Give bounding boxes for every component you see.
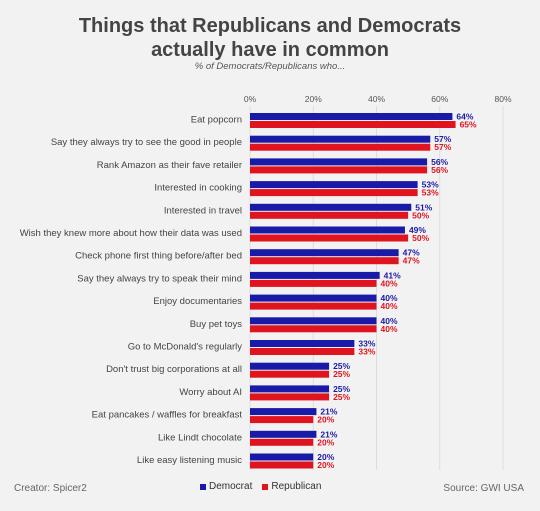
bar-republican bbox=[250, 302, 377, 310]
data-label-republican: 33% bbox=[358, 347, 375, 357]
category-label: Interested in cooking bbox=[154, 183, 242, 194]
legend-swatch-democrat bbox=[200, 483, 206, 490]
bar-republican bbox=[250, 234, 409, 242]
data-label-democrat: 25% bbox=[333, 384, 350, 394]
category-label: Interested in travel bbox=[164, 205, 242, 216]
bar-democrat bbox=[250, 181, 418, 189]
creator-credit: Creator: Spicer2 bbox=[14, 483, 87, 494]
data-label-democrat: 40% bbox=[381, 293, 398, 303]
category-label: Check phone first thing before/after bed bbox=[75, 251, 242, 262]
bar-republican bbox=[250, 279, 377, 287]
bar-republican bbox=[250, 461, 314, 469]
bar-democrat bbox=[250, 430, 317, 438]
data-label-republican: 47% bbox=[403, 256, 420, 266]
bar-democrat bbox=[250, 453, 314, 461]
bar-democrat bbox=[250, 226, 405, 234]
bar-democrat bbox=[250, 340, 355, 347]
x-tick-label: 60% bbox=[431, 94, 448, 104]
bar-democrat bbox=[250, 249, 399, 257]
category-label: Rank Amazon as their fave retailer bbox=[97, 160, 242, 171]
bar-democrat bbox=[250, 385, 330, 393]
category-label: Eat popcorn bbox=[191, 115, 242, 126]
bar-democrat bbox=[250, 271, 380, 279]
bar-democrat bbox=[250, 317, 377, 325]
x-tick-label: 80% bbox=[494, 94, 511, 104]
data-label-democrat: 51% bbox=[415, 202, 432, 212]
data-label-democrat: 20% bbox=[317, 452, 334, 462]
category-label: Like easy listening music bbox=[137, 455, 242, 466]
legend-label-democrat: Democrat bbox=[209, 481, 253, 492]
bar-democrat bbox=[250, 362, 330, 370]
data-label-republican: 40% bbox=[381, 278, 398, 288]
x-tick-label: 20% bbox=[305, 94, 322, 104]
x-tick-label: 40% bbox=[368, 94, 385, 104]
bar-democrat bbox=[250, 135, 431, 143]
data-label-republican: 53% bbox=[422, 188, 439, 198]
category-label: Worry about AI bbox=[179, 387, 242, 398]
data-label-democrat: 25% bbox=[333, 361, 350, 371]
legend: Democrat Republican bbox=[200, 481, 321, 492]
category-label: Enjoy documentaries bbox=[153, 296, 242, 307]
chart-subtitle: % of Democrats/Republicans who... bbox=[194, 61, 346, 72]
source-credit: Source: GWI USA bbox=[443, 483, 524, 494]
legend-swatch-republican bbox=[262, 483, 269, 490]
bar-republican bbox=[250, 166, 428, 174]
data-label-republican: 65% bbox=[460, 120, 477, 130]
data-label-republican: 25% bbox=[333, 369, 350, 379]
data-label-republican: 25% bbox=[333, 392, 350, 402]
data-label-republican: 57% bbox=[434, 142, 451, 152]
category-label: Don't trust big corporations at all bbox=[106, 364, 242, 375]
category-label: Go to McDonald's regularly bbox=[128, 342, 243, 353]
bar-republican bbox=[250, 325, 377, 333]
bar-republican bbox=[250, 189, 418, 197]
legend-label-republican: Republican bbox=[271, 481, 322, 492]
bar-democrat bbox=[250, 294, 377, 302]
chart-title-text: Things that Republicans and Democrats ac… bbox=[78, 15, 462, 61]
data-label-republican: 20% bbox=[317, 437, 334, 447]
data-label-democrat: 53% bbox=[422, 180, 439, 190]
bar-democrat bbox=[250, 203, 412, 211]
bar-republican bbox=[250, 370, 330, 378]
bar-democrat bbox=[250, 113, 453, 120]
bar-democrat bbox=[250, 408, 317, 416]
data-label-republican: 20% bbox=[317, 460, 334, 470]
bar-republican bbox=[250, 393, 330, 401]
category-label: Buy pet toys bbox=[190, 319, 243, 330]
bar-republican bbox=[250, 121, 456, 128]
legend-item-republican: Republican bbox=[262, 481, 321, 492]
bar-republican bbox=[250, 416, 314, 424]
bar-republican bbox=[250, 143, 431, 151]
category-label: Wish they knew more about how their data… bbox=[20, 228, 242, 239]
category-label: Eat pancakes / waffles for breakfast bbox=[92, 410, 243, 421]
data-label-democrat: 57% bbox=[434, 134, 451, 144]
data-label-republican: 50% bbox=[412, 233, 429, 243]
data-label-democrat: 40% bbox=[381, 316, 398, 326]
bar-republican bbox=[250, 257, 399, 265]
category-label: Like Lindt chocolate bbox=[158, 432, 242, 443]
data-label-democrat: 21% bbox=[320, 429, 337, 439]
data-label-democrat: 49% bbox=[409, 225, 426, 235]
data-label-democrat: 47% bbox=[403, 248, 420, 258]
chart-title: Things that Republicans and Democrats ac… bbox=[0, 14, 540, 62]
data-label-republican: 50% bbox=[412, 210, 429, 220]
data-label-democrat: 33% bbox=[358, 339, 375, 349]
legend-item-democrat: Democrat bbox=[200, 481, 252, 492]
x-tick-label: 0% bbox=[244, 94, 257, 104]
data-label-democrat: 41% bbox=[384, 270, 401, 280]
data-label-democrat: 21% bbox=[320, 407, 337, 417]
data-label-democrat: 64% bbox=[456, 112, 473, 122]
data-label-democrat: 56% bbox=[431, 157, 448, 167]
bar-democrat bbox=[250, 158, 428, 166]
data-label-republican: 56% bbox=[431, 165, 448, 175]
bar-republican bbox=[250, 211, 409, 219]
bar-republican bbox=[250, 438, 314, 446]
data-label-republican: 20% bbox=[317, 415, 334, 425]
bar-republican bbox=[250, 348, 355, 355]
category-label: Say they always try to see the good in p… bbox=[51, 137, 242, 148]
category-label: Say they always try to speak their mind bbox=[77, 273, 242, 284]
data-label-republican: 40% bbox=[381, 301, 398, 311]
data-label-republican: 40% bbox=[381, 324, 398, 334]
